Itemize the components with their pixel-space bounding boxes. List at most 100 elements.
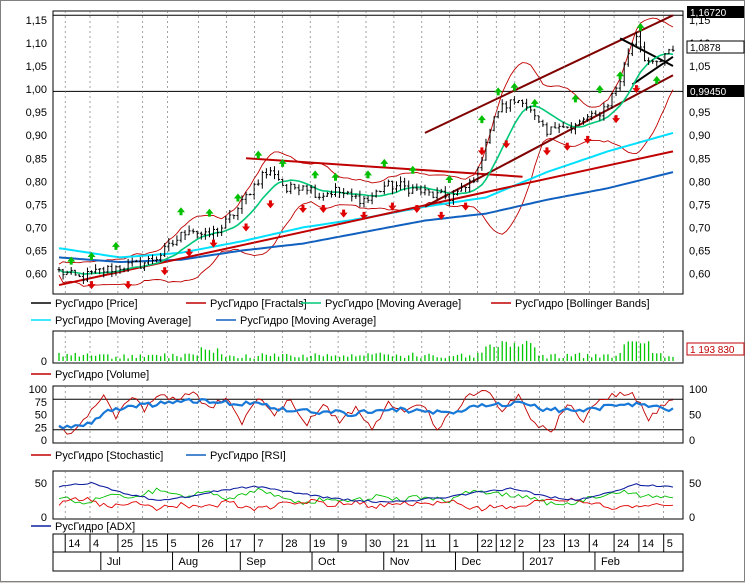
trendline-0	[58, 150, 674, 287]
oscillator-panel[interactable]	[52, 385, 684, 444]
fractal-down-13	[437, 211, 446, 220]
osc-y-tick-left-2: 50	[35, 410, 47, 422]
fractal-down-19	[583, 135, 592, 144]
legend-osc-label-0[interactable]: РусГидро [Stochastic]	[55, 450, 163, 462]
axes-layer: 0,60 0,60 0,65 0,65 0,70 0,70 0,75 0,75 0,80 0,80…	[26, 11, 710, 570]
adx-y-tick-left-1: 50	[35, 478, 47, 490]
legend-price-row1-label-1[interactable]: РусГидро [Fractals]	[210, 298, 307, 310]
x-day-label-12: 21	[397, 538, 409, 550]
fractal-down-11	[388, 202, 397, 211]
moving-average-fast-line	[58, 52, 674, 275]
price-y-tick-left-10: 1,10	[26, 38, 47, 50]
fractal-up-20	[616, 71, 625, 80]
fractal-down-15	[477, 147, 486, 156]
price-high-flag: 1,16720	[687, 6, 744, 19]
fractal-down-1	[124, 281, 133, 290]
fractal-down-4	[209, 239, 218, 248]
x-day-label-4: 5	[171, 538, 177, 550]
fractal-down-7	[298, 204, 307, 213]
trendline-5	[631, 55, 674, 86]
x-day-label-18: 23	[543, 538, 555, 550]
price-level-flag-text: 0,99450	[690, 87, 727, 98]
fractal-down-3	[185, 248, 194, 257]
price-panel[interactable]	[52, 10, 684, 295]
volume-series-layer	[58, 340, 674, 361]
adx-y-tick-right-0: 0	[689, 512, 695, 524]
x-month-label-3: Oct	[318, 556, 335, 568]
legend-price-row2-label-1[interactable]: РусГидро [Moving Average]	[240, 315, 376, 327]
fractal-up-22	[652, 75, 661, 84]
fractal-up-19	[595, 85, 604, 94]
osc-y-tick-left-4: 100	[29, 384, 47, 396]
fractal-down-9	[339, 209, 348, 218]
price-y-tick-right-2: 0,70	[689, 222, 710, 234]
legend-price-row2-label-0[interactable]: РусГидро [Moving Average]	[55, 315, 191, 327]
legend-osc-label-1[interactable]: РусГидро [RSI]	[210, 450, 286, 462]
trendline-1	[245, 157, 523, 178]
legend-price-row1-label-3[interactable]: РусГидро [Bollinger Bands]	[515, 298, 650, 310]
fractal-up-9	[331, 172, 340, 181]
fractal-up-14	[477, 115, 486, 124]
fractal-down-18	[563, 142, 572, 151]
price-y-tick-right-0: 0,60	[689, 269, 710, 281]
price-y-tick-right-4: 0,80	[689, 176, 710, 188]
price-y-tick-right-9: 1,05	[689, 61, 710, 73]
trendline-3	[424, 74, 674, 208]
legend-price-row1-label-0[interactable]: РусГидро [Price]	[55, 298, 138, 310]
fractal-up-15	[494, 87, 503, 96]
x-day-label-13: 11	[425, 538, 436, 550]
x-month-label-0: Jul	[107, 556, 121, 568]
legend-volume-label-0[interactable]: РусГидро [Volume]	[55, 369, 149, 381]
osc-y-tick-left-1: 25	[35, 422, 47, 434]
price-y-tick-left-6: 0,90	[26, 130, 47, 142]
x-month-label-2: Sep	[246, 556, 266, 568]
fractal-down-17	[542, 147, 551, 156]
x-day-label-0: 14	[68, 538, 80, 550]
price-y-tick-right-5: 0,85	[689, 153, 710, 165]
fractal-down-6	[266, 200, 275, 209]
price-y-tick-right-1: 0,65	[689, 245, 710, 257]
price-y-tick-left-7: 0,95	[26, 107, 47, 119]
volume-last-flag: 1 193 830	[686, 342, 745, 356]
x-day-label-11: 30	[369, 538, 381, 550]
volume-y-tick-0: 0	[41, 356, 47, 368]
fractal-up-13	[445, 175, 454, 184]
fractal-down-8	[319, 204, 328, 213]
fractal-up-2	[111, 241, 120, 250]
price-y-tick-left-4: 0,80	[26, 176, 47, 188]
x-day-label-10: 9	[341, 538, 347, 550]
fractal-down-12	[412, 204, 421, 213]
legend-adx-label-0[interactable]: РусГидро [ADX]	[55, 521, 135, 533]
price-y-tick-left-11: 1,15	[26, 15, 47, 27]
x-day-label-21: 24	[617, 538, 629, 550]
volume-last-flag-text: 1 193 830	[690, 345, 735, 356]
price-last-flag-text: 1,0878	[690, 43, 721, 54]
fractal-up-18	[571, 94, 580, 103]
fractal-up-6	[254, 150, 263, 159]
x-month-label-1: Aug	[179, 556, 199, 568]
x-month-label-6: 2017	[529, 556, 553, 568]
trendline-2	[424, 14, 674, 134]
fractal-up-7	[278, 158, 287, 167]
fractal-down-21	[632, 85, 641, 94]
fractal-up-3	[176, 207, 185, 216]
fractal-up-1	[87, 252, 96, 261]
legend-price-row1-label-2[interactable]: РусГидро [Moving Average]	[325, 298, 461, 310]
x-day-label-23: 5	[667, 538, 673, 550]
adx-panel[interactable]	[52, 470, 684, 520]
fractal-up-16	[510, 82, 519, 91]
x-day-label-22: 14	[642, 538, 654, 550]
adx-y-tick-left-0: 0	[41, 512, 47, 524]
price-y-tick-left-1: 0,65	[26, 245, 47, 257]
legend-layer: РусГидро [Price] РусГидро [Fractals] РусГи…	[31, 298, 650, 533]
x-day-label-17: 2	[518, 538, 524, 550]
x-month-label-5: Dec	[461, 556, 481, 568]
fractal-up-8	[311, 170, 320, 179]
fractal-up-21	[636, 22, 645, 31]
fractal-down-2	[160, 267, 169, 276]
fractal-up-5	[233, 193, 242, 202]
price-y-tick-right-7: 0,95	[689, 107, 710, 119]
price-last-flag: 1,0878	[686, 40, 745, 54]
x-month-label-7: Feb	[601, 556, 620, 568]
x-day-label-19: 13	[567, 538, 579, 550]
